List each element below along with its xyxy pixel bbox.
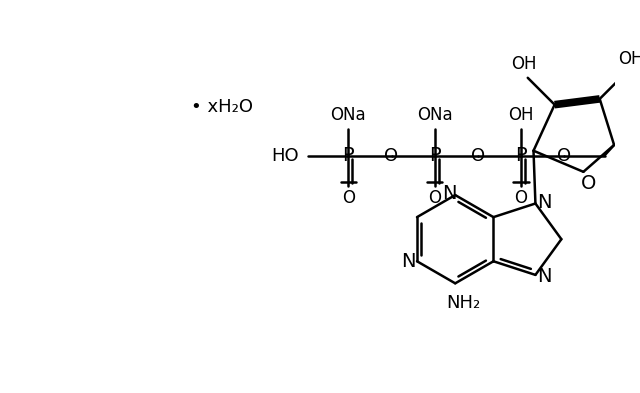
Text: ONa: ONa [330, 106, 366, 124]
Text: N: N [537, 267, 551, 286]
Text: O: O [580, 174, 596, 193]
Text: N: N [401, 252, 415, 271]
Text: HO: HO [271, 147, 298, 165]
Text: N: N [537, 193, 551, 212]
Text: OH: OH [618, 50, 640, 68]
Text: N: N [442, 184, 457, 203]
Text: O: O [557, 147, 572, 165]
Text: P: P [515, 146, 527, 165]
Text: O: O [385, 147, 399, 165]
Text: O: O [428, 189, 441, 207]
Text: O: O [342, 189, 355, 207]
Text: O: O [515, 189, 527, 207]
Text: ONa: ONa [417, 106, 452, 124]
Text: OH: OH [508, 106, 534, 124]
Text: P: P [429, 146, 440, 165]
Text: O: O [471, 147, 485, 165]
Text: NH₂: NH₂ [446, 294, 480, 312]
Text: P: P [342, 146, 354, 165]
Text: • xH₂O: • xH₂O [191, 98, 253, 116]
Text: OH: OH [511, 55, 537, 73]
